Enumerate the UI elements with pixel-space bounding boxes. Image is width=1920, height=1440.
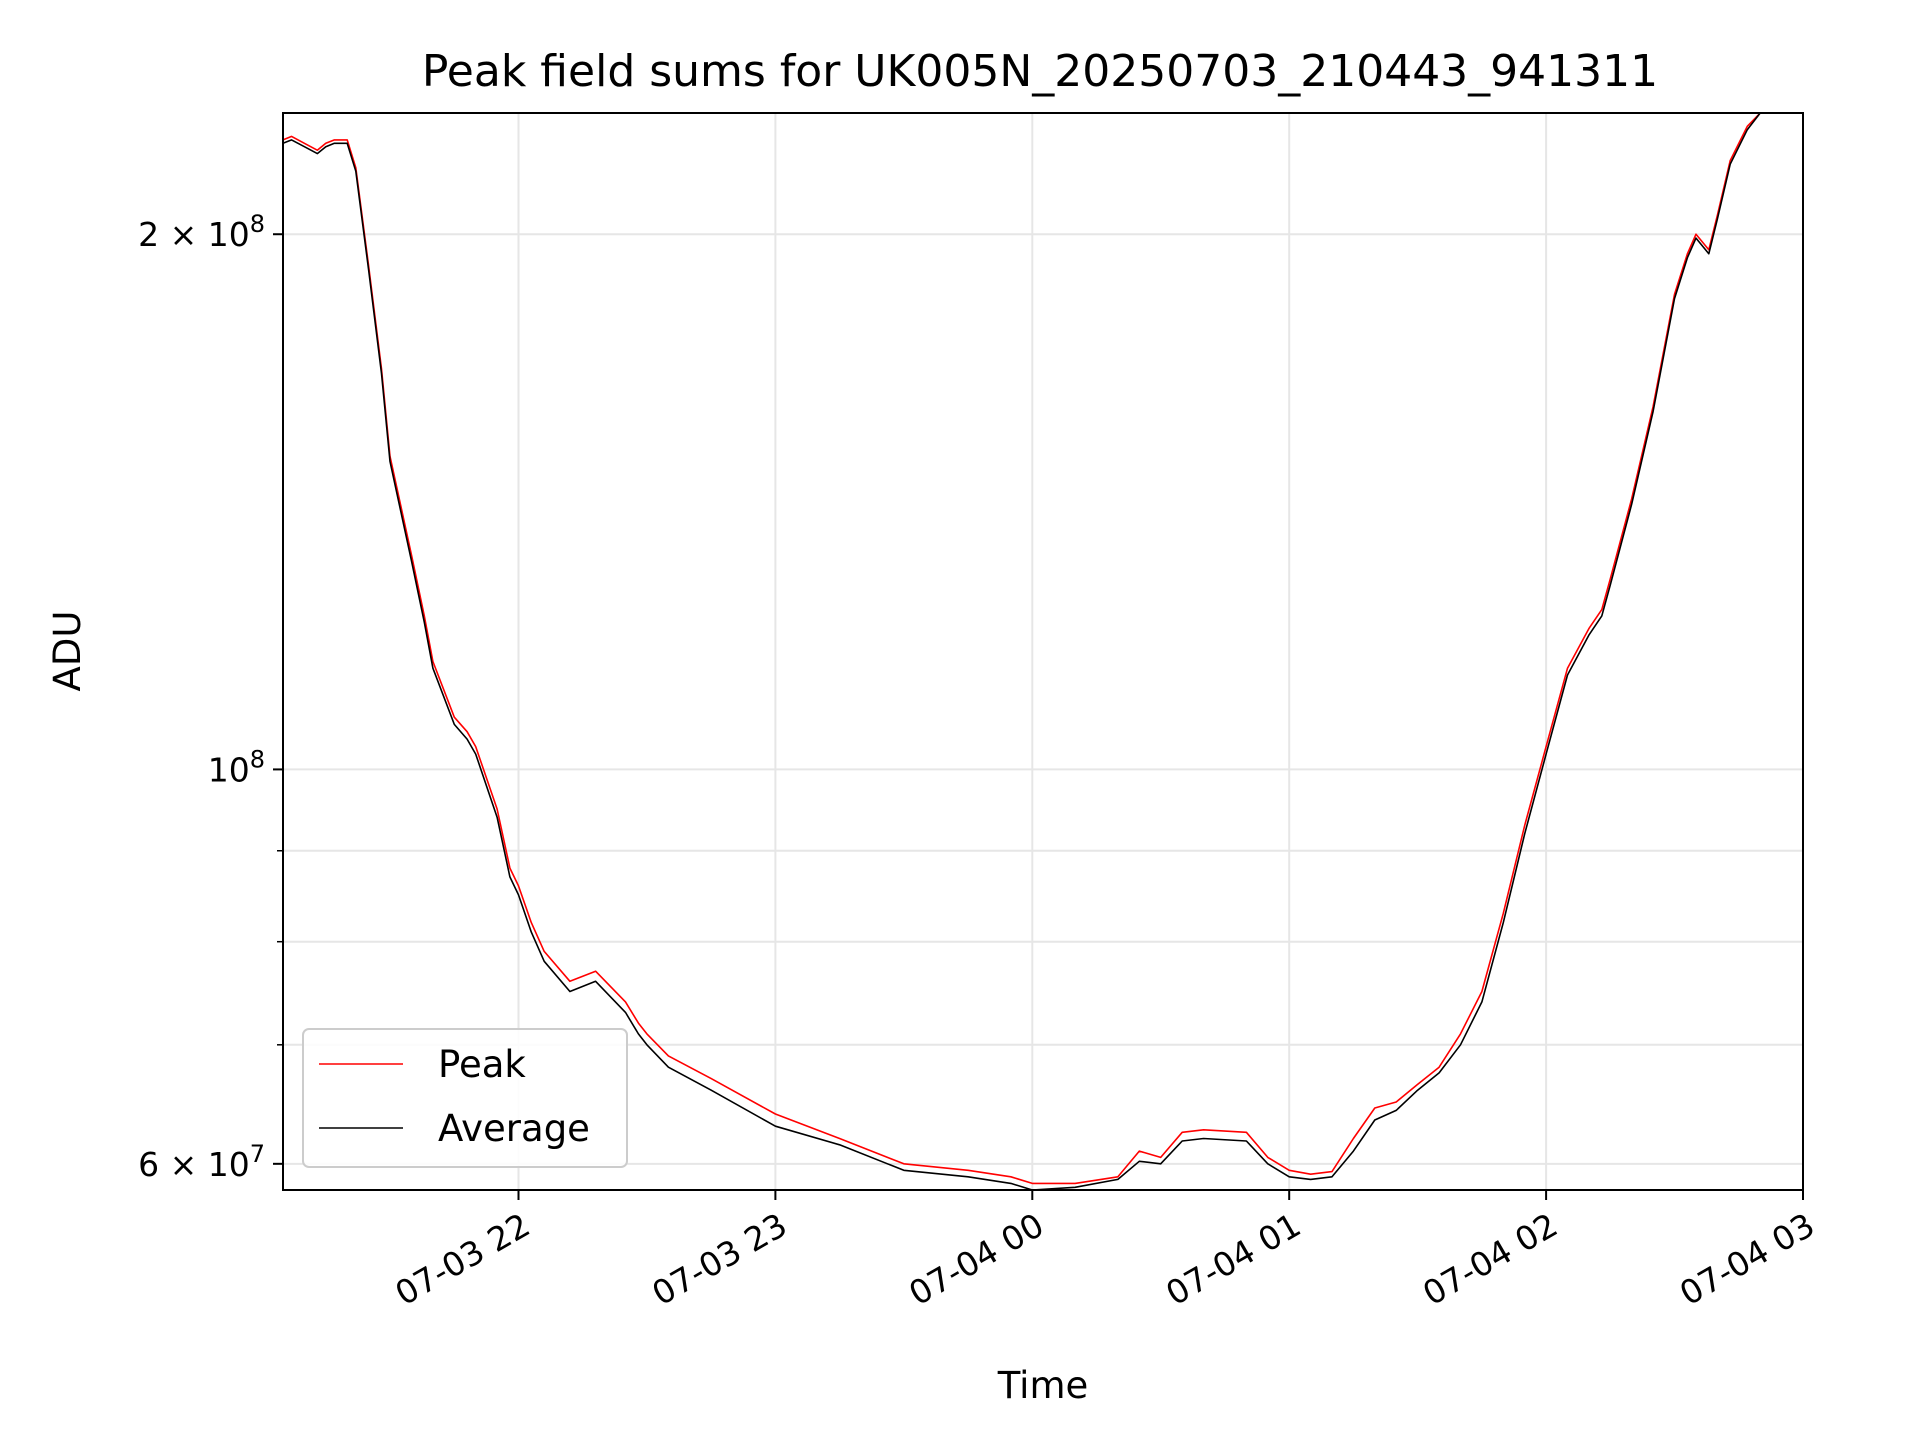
plot-frame	[282, 112, 1804, 1191]
legend-label-average: Average	[438, 1107, 590, 1150]
x-tick-label: 07-04 01	[1159, 1205, 1307, 1313]
x-tick-label: 07-04 03	[1673, 1205, 1821, 1313]
x-tick-label: 07-04 02	[1416, 1205, 1564, 1313]
x-axis-label: Time	[997, 1364, 1089, 1407]
y-tick-label: 6 × 107	[138, 1140, 265, 1184]
series-layer	[282, 112, 1803, 1191]
legend-label-peak: Peak	[438, 1043, 526, 1086]
y-tick-label: 108	[208, 745, 265, 789]
x-tick-label: 07-03 22	[388, 1205, 536, 1313]
legend: Peak Average	[302, 1028, 628, 1168]
x-tick-label: 07-04 00	[902, 1205, 1050, 1313]
x-tick-label: 07-03 23	[645, 1205, 793, 1313]
series-line-average	[282, 112, 1803, 1191]
series-line-peak	[282, 112, 1803, 1185]
y-axis-label: ADU	[46, 611, 89, 692]
y-tick-label: 2 × 108	[138, 210, 265, 254]
chart-title: Peak field sums for UK005N_20250703_2104…	[422, 46, 1658, 97]
